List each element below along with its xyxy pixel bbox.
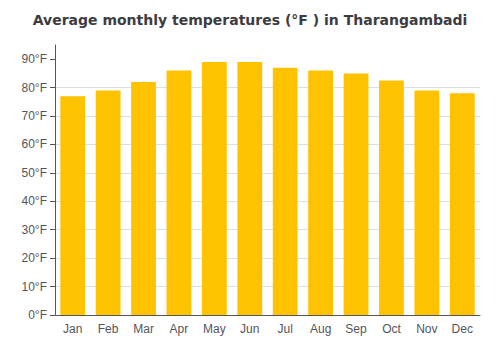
- svg-text:Oct: Oct: [382, 322, 401, 336]
- svg-text:Aug: Aug: [310, 322, 331, 336]
- svg-text:20°F: 20°F: [22, 251, 47, 265]
- svg-text:Jul: Jul: [278, 322, 293, 336]
- svg-text:50°F: 50°F: [22, 166, 47, 180]
- svg-text:May: May: [203, 322, 226, 336]
- svg-text:Dec: Dec: [452, 322, 473, 336]
- svg-text:Mar: Mar: [133, 322, 154, 336]
- svg-text:60°F: 60°F: [22, 137, 47, 151]
- svg-text:0°F: 0°F: [28, 308, 47, 322]
- svg-text:Jun: Jun: [240, 322, 259, 336]
- svg-text:70°F: 70°F: [22, 109, 47, 123]
- svg-text:Apr: Apr: [170, 322, 189, 336]
- svg-text:Jan: Jan: [63, 322, 82, 336]
- svg-text:Nov: Nov: [416, 322, 437, 336]
- svg-text:40°F: 40°F: [22, 194, 47, 208]
- svg-text:Average monthly temperatures (: Average monthly temperatures (°F ) in Th…: [33, 12, 468, 28]
- svg-text:10°F: 10°F: [22, 280, 47, 294]
- svg-text:Feb: Feb: [98, 322, 119, 336]
- svg-text:80°F: 80°F: [22, 81, 47, 95]
- svg-text:90°F: 90°F: [22, 52, 47, 66]
- svg-text:30°F: 30°F: [22, 223, 47, 237]
- svg-text:Sep: Sep: [345, 322, 367, 336]
